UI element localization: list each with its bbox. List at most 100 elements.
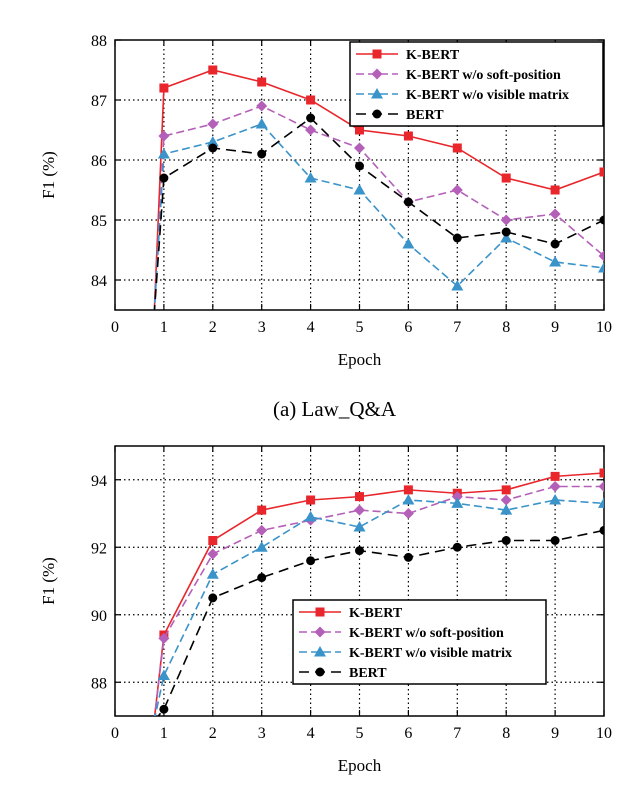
legend-label: K-BERT w/o visible matrix <box>349 646 512 661</box>
series-4 <box>153 113 604 310</box>
legend-box <box>292 599 547 685</box>
chart-caption: (a) Law_Q&A <box>273 397 397 421</box>
data-point <box>550 471 560 481</box>
x-tick-label: 1 <box>160 319 168 336</box>
data-point <box>207 118 219 130</box>
data-point <box>159 704 169 714</box>
y-axis-label: F1 (%) <box>39 557 58 605</box>
data-point <box>549 494 562 505</box>
data-point <box>403 197 413 207</box>
x-tick-label: 8 <box>502 725 510 742</box>
x-tick-label: 7 <box>453 725 461 742</box>
series-2 <box>153 481 604 716</box>
data-point <box>157 148 170 159</box>
data-point <box>500 232 513 243</box>
data-point <box>355 125 364 135</box>
data-point <box>355 161 364 171</box>
legend-swatch-marker <box>372 109 382 119</box>
data-point <box>355 492 364 502</box>
data-point <box>549 208 561 220</box>
x-tick-label: 3 <box>258 725 266 742</box>
data-point <box>599 215 604 225</box>
data-point <box>257 505 267 515</box>
data-point <box>403 131 413 141</box>
data-point <box>402 494 415 505</box>
x-tick-label: 0 <box>111 319 119 336</box>
data-point <box>550 239 560 249</box>
data-point <box>451 280 464 291</box>
data-point <box>549 256 562 267</box>
y-axis-label: F1 (%) <box>39 151 58 199</box>
data-point <box>500 504 513 515</box>
legend-label: BERT <box>406 108 444 123</box>
data-point <box>500 214 512 226</box>
legend-swatch-marker <box>314 646 326 657</box>
data-point <box>206 136 219 147</box>
x-axis-label: Epoch <box>338 756 382 775</box>
data-point <box>255 541 268 552</box>
x-tick-label: 3 <box>258 319 266 336</box>
data-point <box>306 113 316 123</box>
y-tick-label: 85 <box>91 213 107 230</box>
series-line <box>154 499 604 716</box>
data-point <box>159 83 169 93</box>
data-point <box>501 173 511 183</box>
legend-label: K-BERT <box>349 606 403 621</box>
data-point <box>550 536 560 545</box>
data-point <box>354 142 365 154</box>
data-point <box>353 184 366 195</box>
data-point <box>256 524 268 536</box>
x-tick-label: 5 <box>356 725 364 742</box>
y-tick-label: 88 <box>91 675 107 692</box>
series-3 <box>154 494 604 716</box>
legend-label: K-BERT w/o soft-position <box>349 626 504 641</box>
data-point <box>598 250 604 262</box>
data-point <box>500 494 512 506</box>
data-point <box>158 130 170 142</box>
data-point <box>451 184 463 196</box>
data-point <box>158 632 170 644</box>
data-point <box>402 508 414 519</box>
data-point <box>208 593 218 603</box>
series-1 <box>153 65 604 310</box>
data-point <box>255 118 268 129</box>
data-point <box>403 485 413 495</box>
data-point <box>305 124 317 136</box>
data-point <box>157 669 170 680</box>
x-tick-label: 5 <box>356 319 364 336</box>
data-point <box>451 497 464 508</box>
series-line <box>153 485 604 716</box>
data-point <box>257 149 267 159</box>
data-point <box>304 172 317 183</box>
y-tick-label: 86 <box>91 153 107 170</box>
y-tick-label: 87 <box>91 93 107 110</box>
legend-swatch-marker <box>371 68 383 80</box>
x-tick-label: 10 <box>596 319 612 336</box>
data-point <box>599 525 604 535</box>
legend-swatch-marker <box>315 667 325 677</box>
data-point <box>549 481 561 492</box>
series-line <box>153 116 604 310</box>
data-point <box>257 573 267 583</box>
y-tick-label: 92 <box>91 540 107 557</box>
data-point <box>501 536 511 545</box>
data-point <box>501 485 511 495</box>
x-tick-label: 8 <box>502 319 510 336</box>
series-4 <box>157 525 604 716</box>
x-axis-label: Epoch <box>338 350 382 369</box>
data-point <box>598 262 604 273</box>
data-point <box>159 173 169 183</box>
legend-label: K-BERT w/o soft-position <box>406 68 561 83</box>
x-tick-label: 4 <box>307 319 315 336</box>
x-tick-label: 1 <box>160 725 168 742</box>
data-point <box>207 548 219 560</box>
x-tick-label: 9 <box>551 319 559 336</box>
data-point <box>402 238 415 249</box>
data-point <box>306 556 316 566</box>
data-point <box>452 542 462 552</box>
y-tick-label: 88 <box>91 33 107 50</box>
data-point <box>452 233 462 243</box>
x-tick-label: 10 <box>596 725 612 742</box>
